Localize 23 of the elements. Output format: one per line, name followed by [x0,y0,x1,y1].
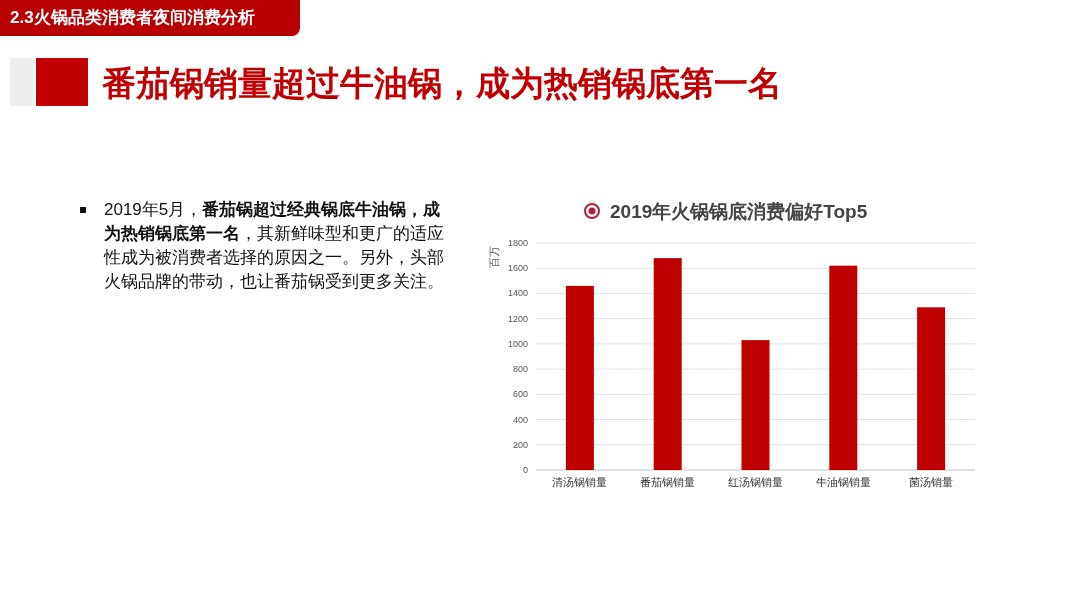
y-tick-label: 1400 [507,288,528,299]
y-tick-label: 400 [512,414,528,425]
y-tick-label: 1800 [507,238,528,248]
chart-title: 2019年火锅锅底消费偏好Top5 [610,201,868,222]
x-tick-label: 番茄锅销量 [640,476,696,488]
x-tick-label: 牛油锅销量 [815,476,871,488]
y-axis-title: 百万 [488,246,500,268]
bar [829,265,858,470]
x-tick-label: 菌汤销量 [909,476,954,488]
y-tick-label: 800 [512,364,528,375]
y-tick-label: 1000 [507,338,528,349]
y-tick-label: 1200 [507,313,528,324]
y-tick-label: 200 [512,439,528,450]
y-tick-label: 1600 [507,263,528,274]
bar [917,307,946,470]
x-tick-label: 红汤锅销量 [728,476,783,488]
bar [653,258,682,470]
y-tick-label: 600 [512,389,528,400]
x-tick-label: 清汤锅销量 [552,476,608,488]
headline: 番茄锅销量超过牛油锅，成为热销锅底第一名 [102,63,782,104]
bar [741,340,770,470]
bar [565,285,594,470]
y-tick-label: 0 [522,465,528,475]
